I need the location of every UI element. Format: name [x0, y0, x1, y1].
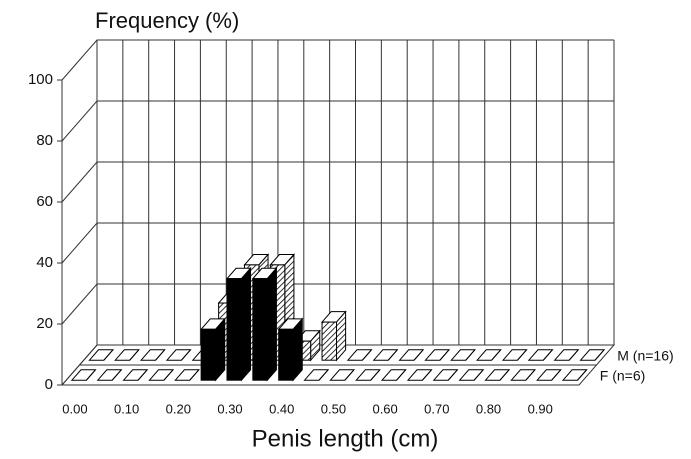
bar-side [396, 369, 407, 381]
bar-side [465, 349, 476, 361]
bar-top [527, 349, 554, 361]
x-tick-label: 0.30 [217, 401, 242, 416]
bar-top [510, 369, 537, 381]
bar-side [189, 369, 200, 381]
x-tick-label: 0.20 [166, 401, 191, 416]
bar [200, 328, 217, 381]
bar [278, 328, 294, 381]
bar-side [551, 369, 562, 381]
bar-side [422, 369, 432, 381]
bar-side [85, 369, 96, 381]
y-tick-label: 80 [36, 132, 53, 149]
bar-top [114, 349, 140, 361]
bar-side [542, 349, 553, 361]
bar-top [484, 369, 511, 381]
bar-top [174, 369, 200, 381]
bar-top [380, 369, 407, 381]
y-tick-label: 40 [36, 254, 53, 271]
bar-side [439, 349, 450, 361]
bar-side [344, 369, 355, 381]
bar-side [577, 369, 587, 381]
x-tick-label: 0.60 [372, 401, 397, 416]
legend-label: M (n=16) [617, 348, 673, 364]
grid-line [61, 100, 614, 142]
bar-top [372, 349, 399, 361]
bar-side [491, 349, 502, 361]
bar-top [561, 369, 588, 381]
bar-side [111, 369, 122, 381]
bar-top [553, 349, 580, 361]
bar-side [473, 369, 484, 381]
bar-side [103, 349, 114, 361]
bar-top [346, 349, 373, 361]
legend-label: F (n=6) [600, 368, 646, 384]
bar-side [361, 349, 372, 361]
x-axis-title: Penis length (cm) [252, 425, 439, 452]
x-tick-label: 0.10 [114, 401, 139, 416]
bar-side [517, 349, 527, 361]
bar-top [424, 349, 451, 361]
bar-side [181, 349, 191, 361]
bar [226, 278, 242, 381]
bar-side [137, 369, 148, 381]
bar-side [413, 349, 424, 361]
y-axis-title: Frequency (%) [95, 8, 239, 33]
grid-line [61, 283, 614, 325]
x-tick-label: 0.50 [321, 401, 346, 416]
bar-side [163, 369, 174, 381]
y-tick-label: 0 [45, 376, 53, 393]
bar-top [536, 369, 562, 381]
bar-side [594, 349, 605, 361]
bar-top [432, 369, 459, 381]
bar-top [579, 349, 606, 361]
bar-top [476, 349, 502, 361]
x-tick-label: 0.00 [62, 401, 87, 416]
bar-top [88, 349, 115, 361]
bar-side [568, 349, 579, 361]
bar-top [70, 369, 97, 381]
bar-side [292, 317, 303, 382]
bar [321, 321, 338, 361]
x-tick-label: 0.90 [528, 401, 553, 416]
bar-top [329, 369, 356, 381]
bar-top [406, 369, 433, 381]
bar-top [501, 349, 528, 361]
y-tick-label: 60 [36, 193, 53, 210]
bar-side [240, 266, 252, 382]
x-tick-label: 0.70 [424, 401, 449, 416]
bar-side [129, 349, 140, 361]
bar-side [370, 369, 381, 381]
grid-line [61, 39, 614, 81]
bar-side [215, 317, 226, 382]
bar-side [266, 266, 277, 382]
y-tick-label: 20 [36, 315, 53, 332]
bar-top [303, 369, 330, 381]
grid-line [61, 344, 614, 386]
bar-top [355, 369, 381, 381]
bar-top [96, 369, 123, 381]
y-tick-label: 100 [28, 71, 53, 88]
bar-side [155, 349, 166, 361]
bar-side [318, 369, 329, 381]
grid-line [61, 161, 614, 203]
bar-top [458, 369, 485, 381]
bar [252, 278, 268, 381]
bar-side [525, 369, 536, 381]
bar-top [165, 349, 192, 361]
bar-side [387, 349, 398, 361]
bar-side [499, 369, 510, 381]
grid-line [61, 222, 614, 264]
bar-top [122, 369, 149, 381]
x-tick-label: 0.40 [269, 401, 294, 416]
bar-top [139, 349, 166, 361]
bar-top [398, 349, 425, 361]
x-tick-label: 0.80 [476, 401, 501, 416]
bar-side [447, 369, 458, 381]
bar-top [148, 369, 175, 381]
bar-top [450, 349, 476, 361]
